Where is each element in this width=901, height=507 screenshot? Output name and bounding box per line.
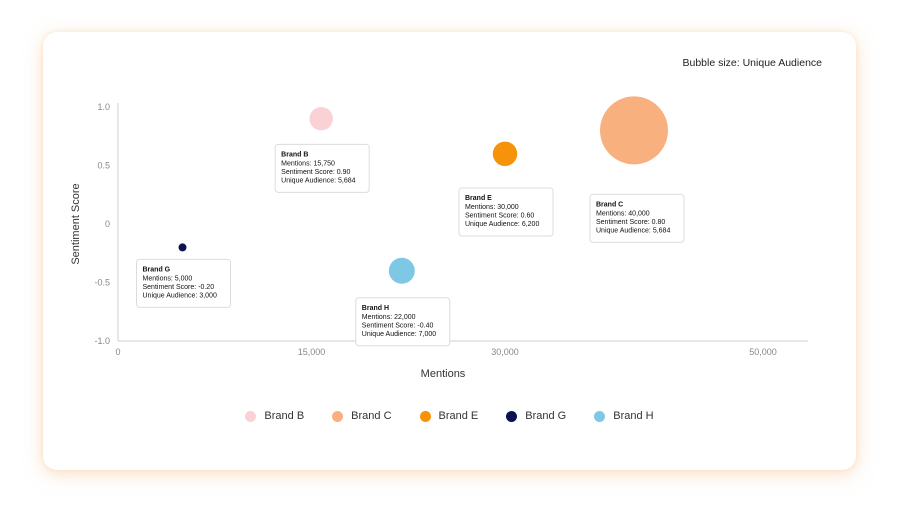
legend-swatch	[245, 410, 257, 422]
bubble-size-note: Bubble size: Unique Audience	[682, 57, 822, 69]
tooltip-line-brand-h: Mentions: 22,000	[362, 314, 416, 321]
legend-swatch	[332, 410, 344, 422]
bubble-chart: 1.0 0.5 0 -0.5 -1.0 0 15,000 30,000 50,000 Mentio…	[70, 96, 808, 380]
y-tick-label: 0.5	[97, 161, 110, 171]
x-tick-label: 15,000	[298, 347, 326, 357]
legend-swatch	[594, 410, 606, 422]
tooltip-line-brand-g: Unique Audience: 3,000	[143, 292, 217, 299]
legend-label: Brand E	[438, 410, 479, 422]
legend-swatch	[419, 410, 431, 422]
tooltip-title-brand-g: Brand G	[143, 266, 171, 273]
legend-label: Brand H	[613, 410, 654, 422]
tooltip-box-brand-b	[274, 143, 370, 193]
legend-item-brand-h[interactable]: Brand H	[594, 410, 654, 422]
tooltip-line-brand-b: Sentiment Score: 0.90	[281, 169, 350, 176]
tooltip-line-brand-c: Mentions: 40,000	[596, 210, 650, 217]
tooltip-line-brand-h: Sentiment Score: -0.40	[362, 322, 434, 329]
bubble-brand-e	[492, 141, 518, 167]
tooltip-line-brand-h: Unique Audience: 7,000	[362, 331, 436, 338]
tooltip-line-brand-g: Mentions: 5,000	[143, 275, 193, 282]
bubble-brand-c	[600, 96, 668, 165]
tooltip-title-brand-c: Brand C	[596, 201, 623, 208]
y-tick-label: 1.0	[97, 102, 110, 112]
chart-card: Bubble size: Unique Audience 1.0 0.5 0 -0.5…	[43, 32, 856, 470]
tooltip-line-brand-e: Sentiment Score: 0.60	[465, 213, 534, 220]
tooltip-line-brand-b: Mentions: 15,750	[281, 160, 335, 167]
tooltip-title-brand-e: Brand E	[465, 195, 492, 202]
y-axis-title: Sentiment Score	[70, 183, 82, 264]
tooltip-box-brand-e	[458, 187, 554, 237]
tooltip-line-brand-e: Unique Audience: 6,200	[465, 221, 539, 228]
tooltip-line-brand-c: Sentiment Score: 0.80	[596, 219, 665, 226]
tooltip-line-brand-g: Sentiment Score: -0.20	[143, 284, 215, 291]
legend-item-brand-c[interactable]: Brand C	[332, 410, 392, 422]
bubble-brand-b	[309, 106, 333, 131]
bubble-brand-g	[178, 243, 187, 252]
x-axis-title: Mentions	[421, 368, 466, 380]
x-tick-label: 0	[115, 347, 120, 357]
tooltip-line-brand-e: Mentions: 30,000	[465, 204, 519, 211]
x-tick-label: 50,000	[749, 347, 777, 357]
legend-item-brand-g[interactable]: Brand G	[506, 410, 566, 422]
tooltip-box-brand-h	[355, 297, 451, 347]
chart-legend: Brand B Brand C Brand E Brand G Brand H	[43, 410, 856, 422]
y-tick-label: -0.5	[94, 278, 110, 288]
bubble-brand-h	[388, 257, 415, 284]
y-tick-label: -1.0	[94, 336, 110, 346]
tooltip-box-brand-c	[589, 193, 685, 243]
tooltip-line-brand-b: Unique Audience: 5,684	[281, 177, 355, 184]
tooltip-title-brand-b: Brand B	[281, 151, 308, 158]
x-tick-label: 30,000	[491, 347, 519, 357]
tooltip-box-brand-g	[136, 258, 231, 308]
tooltip-title-brand-h: Brand H	[362, 305, 389, 312]
legend-label: Brand G	[525, 410, 567, 422]
legend-item-brand-e[interactable]: Brand E	[419, 410, 479, 422]
legend-label: Brand B	[264, 410, 305, 422]
legend-label: Brand C	[351, 410, 392, 422]
legend-swatch	[506, 410, 518, 422]
legend-item-brand-b[interactable]: Brand B	[245, 410, 304, 422]
y-tick-label: 0	[105, 219, 110, 229]
tooltip-line-brand-c: Unique Audience: 5,684	[596, 227, 670, 234]
